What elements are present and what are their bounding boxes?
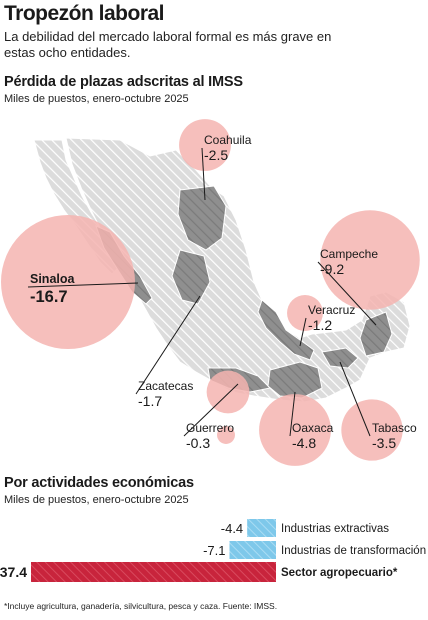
bars-subtitle: Miles de puestos, enero-octubre 2025 bbox=[4, 494, 189, 506]
leader-line-coahuila bbox=[201, 147, 206, 201]
state-label-zacatecas: Zacatecas bbox=[138, 379, 193, 393]
state-oaxaca bbox=[267, 361, 323, 399]
bubble-coahuila bbox=[179, 119, 231, 171]
bubble-sinaloa bbox=[1, 215, 135, 349]
value-label-coahuila: -2.5 bbox=[204, 147, 228, 163]
value-label-veracruz: -1.2 bbox=[308, 317, 332, 333]
state-label-guerrero: Guerrero bbox=[186, 421, 234, 435]
bubble-labels: Coahuila-2.5 Campeche-9.2 Sinaloa -16.7 Vera… bbox=[30, 133, 417, 451]
leader-line-oaxaca bbox=[289, 391, 296, 437]
state-label-oaxaca: Oaxaca bbox=[292, 421, 334, 435]
bubble-guerrero bbox=[217, 426, 235, 444]
state-label-tabasco: Tabasco bbox=[372, 421, 417, 435]
footnote: *Incluye agricultura, ganadería, silvicu… bbox=[4, 601, 278, 611]
page-title: Tropezón laboral bbox=[4, 2, 165, 25]
bar-sector-agropecuario bbox=[31, 562, 276, 582]
state-label-coahuila: Coahuila bbox=[204, 133, 252, 147]
state-label-campeche: Campeche bbox=[320, 247, 378, 261]
value-label-oaxaca: -4.8 bbox=[292, 435, 316, 451]
state-label-sinaloa: Sinaloa bbox=[30, 272, 76, 286]
bars-title: Por actividades económicas bbox=[4, 475, 194, 491]
bubble-campeche bbox=[320, 210, 420, 310]
bar-category-industrias-extractivas: Industrias extractivas bbox=[281, 523, 389, 535]
bar-category-sector-agropecuario: Sector agropecuario* bbox=[281, 567, 398, 579]
bar-value-industrias-extractivas: -4.4 bbox=[221, 521, 243, 536]
bubble-map: Coahuila-2.5 Campeche-9.2 Sinaloa -16.7 Vera… bbox=[1, 119, 420, 466]
leader-line-guerrero bbox=[183, 383, 239, 437]
state-campeche bbox=[359, 311, 393, 357]
value-label-sinaloa: -16.7 bbox=[30, 288, 68, 306]
bar-category-industrias-de-transformacion: Industrias de transformación bbox=[281, 545, 426, 557]
page-subtitle: La debilidad del mercado laboral formal … bbox=[4, 29, 332, 60]
leader-lines bbox=[27, 147, 377, 437]
state-zacatecas bbox=[171, 249, 211, 305]
leader-line-tabasco bbox=[339, 361, 371, 437]
bubble-tabasco bbox=[341, 399, 403, 461]
map-subtitle: Miles de puestos, enero-octubre 2025 bbox=[4, 93, 189, 105]
state-label-veracruz: Veracruz bbox=[308, 303, 355, 317]
bar-value-industrias-de-transformacion: -7.1 bbox=[203, 543, 225, 558]
map-title: Pérdida de plazas adscritas al IMSS bbox=[4, 74, 243, 90]
bubble-zacatecas bbox=[206, 370, 250, 414]
leader-line-sinaloa bbox=[27, 282, 139, 288]
mainland bbox=[65, 137, 411, 403]
state-coahuila bbox=[177, 185, 227, 251]
bar-group: -4.4 Industrias extractivas -7.1 Industrias… bbox=[0, 519, 426, 582]
value-label-guerrero: -0.3 bbox=[186, 435, 210, 451]
bar-chart: -4.4 Industrias extractivas -7.1 Industrias… bbox=[0, 519, 426, 582]
bubble-oaxaca bbox=[259, 394, 331, 466]
value-label-campeche: -9.2 bbox=[320, 261, 344, 277]
state-tabasco bbox=[321, 347, 359, 369]
leader-line-veracruz bbox=[299, 317, 307, 347]
bar-value-sector-agropecuario: -37.4 bbox=[0, 564, 27, 580]
value-label-tabasco: -3.5 bbox=[372, 435, 396, 451]
value-label-zacatecas: -1.7 bbox=[138, 393, 162, 409]
bar-industrias-extractivas bbox=[247, 519, 276, 537]
bar-industrias-de-transformacion bbox=[229, 541, 276, 559]
leader-line-zacatecas bbox=[135, 295, 201, 395]
bubble-veracruz bbox=[287, 295, 323, 331]
leader-line-campeche bbox=[317, 261, 377, 326]
bubble-layer bbox=[1, 119, 420, 466]
